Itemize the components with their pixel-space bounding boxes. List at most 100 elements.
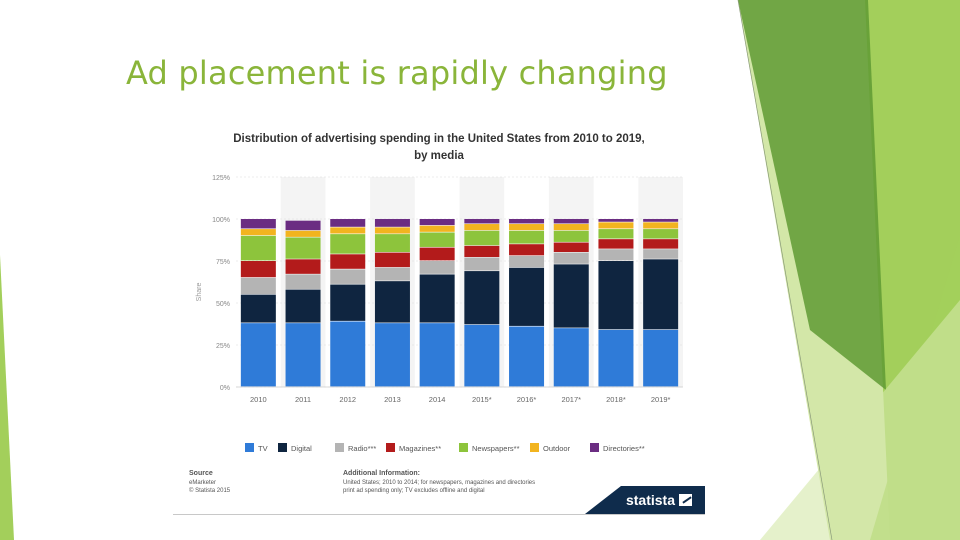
y-tick-label: 0%	[220, 385, 230, 392]
legend-label: TV	[258, 444, 268, 453]
source-line-2: © Statista 2015	[189, 488, 231, 494]
source-line-1: eMarketer	[189, 480, 217, 486]
y-tick-label: 100%	[212, 217, 230, 224]
statista-logo-icon	[679, 494, 692, 506]
legend-item-radio: Radio***	[335, 443, 376, 453]
bar-segment-directories	[285, 220, 321, 231]
bar-segment-magazines	[285, 259, 321, 274]
bar-segment-magazines	[240, 261, 276, 278]
left-edge-shape	[0, 255, 14, 540]
legend-item-outdoor: Outdoor	[530, 443, 571, 453]
bar-segment-digital	[509, 267, 545, 326]
y-axis-label: Share	[196, 283, 203, 302]
legend-swatch	[459, 443, 468, 452]
bar-segment-radio	[464, 257, 500, 271]
bar-segment-outdoor	[464, 224, 500, 231]
legend-label: Outdoor	[543, 444, 571, 453]
bar-segment-magazines	[598, 239, 634, 249]
bar-segment-tv	[553, 328, 589, 387]
bar-segment-outdoor	[285, 230, 321, 237]
right-panel-dark-shape	[738, 0, 886, 390]
x-tick-label: 2016*	[517, 395, 537, 404]
x-tick-label: 2019*	[651, 395, 671, 404]
bar-segment-digital	[419, 274, 455, 323]
bar-segment-radio	[643, 249, 679, 259]
bar-segment-outdoor	[643, 222, 679, 229]
bar-segment-outdoor	[598, 222, 634, 229]
bar-segment-tv	[240, 323, 276, 387]
bar-segment-radio	[509, 255, 545, 268]
bar-segment-directories	[374, 219, 410, 227]
x-tick-label: 2010	[250, 395, 267, 404]
bar-segment-newspapers	[285, 237, 321, 259]
legend-label: Radio***	[348, 444, 376, 453]
x-tick-label: 2014	[429, 395, 446, 404]
bar-segment-digital	[374, 281, 410, 323]
bar-segment-newspapers	[509, 230, 545, 244]
bar-segment-magazines	[330, 254, 366, 269]
bar-segment-magazines	[374, 252, 410, 268]
additional-info-heading: Additional Information:	[343, 470, 420, 477]
slide-title: Ad placement is rapidly changing	[126, 54, 668, 92]
bar-segment-radio	[598, 249, 634, 261]
legend-label: Magazines**	[399, 444, 441, 453]
legend-swatch	[335, 443, 344, 452]
bar-segment-magazines	[643, 239, 679, 249]
x-tick-label: 2017*	[561, 395, 581, 404]
stacked-bar-chart: 0% 25% 50% 75% 100% 125% Share 2010 2011 2012 2013…	[196, 175, 683, 453]
bar-segment-newspapers	[240, 235, 276, 261]
bar-segment-tv	[285, 323, 321, 387]
legend-item-digital: Digital	[278, 443, 312, 453]
bar-segment-tv	[464, 324, 500, 387]
legend-swatch	[590, 443, 599, 452]
bar-segment-radio	[285, 274, 321, 289]
bar-segment-newspapers	[374, 234, 410, 252]
bar-segment-digital	[598, 261, 634, 330]
bar-segment-tv	[330, 321, 366, 387]
x-tick-label: 2018*	[606, 395, 626, 404]
bar-segment-radio	[419, 261, 455, 274]
chart-title-line-1: Distribution of advertising spending in …	[233, 133, 645, 145]
legend-swatch	[245, 443, 254, 452]
statista-logo-text[interactable]: statista	[625, 492, 675, 508]
bar-segment-magazines	[509, 244, 545, 256]
bar-segment-outdoor	[509, 224, 545, 231]
bar-segment-radio	[330, 269, 366, 284]
chart-card: Distribution of advertising spending in …	[173, 119, 705, 515]
bar-segment-directories	[330, 219, 366, 227]
y-tick-label: 25%	[216, 343, 230, 350]
chart-title-line-2: by media	[414, 150, 464, 162]
bar-segment-radio	[553, 252, 589, 264]
bar-segment-magazines	[419, 247, 455, 261]
bar-segment-tv	[598, 329, 634, 387]
additional-info-line-2: print ad spending only; TV excludes offl…	[343, 488, 485, 494]
bar-segment-tv	[643, 329, 679, 387]
additional-info-line-1: United States; 2010 to 2014; for newspap…	[343, 480, 536, 486]
legend-item-magazines: Magazines**	[386, 443, 441, 453]
right-panel-overlay-shape	[760, 300, 960, 540]
legend-item-newspapers: Newspapers**	[459, 443, 520, 453]
legend-item-tv: TV	[245, 443, 268, 453]
bar-segment-tv	[374, 323, 410, 387]
bar-segment-directories	[464, 219, 500, 224]
bar-segment-directories	[419, 219, 455, 226]
bar-segment-digital	[553, 264, 589, 328]
bar-segment-newspapers	[464, 230, 500, 246]
legend-label: Directories**	[603, 444, 645, 453]
legend-swatch	[530, 443, 539, 452]
bar-segment-newspapers	[553, 230, 589, 242]
bar-segment-newspapers	[598, 229, 634, 239]
bar-segment-digital	[464, 271, 500, 325]
bar-segment-directories	[598, 219, 634, 222]
bar-segment-newspapers	[643, 229, 679, 239]
bar-segment-directories	[553, 219, 589, 224]
bar-segment-radio	[374, 267, 410, 281]
source-heading: Source	[189, 470, 213, 477]
bar-segment-outdoor	[374, 227, 410, 234]
bar-segment-newspapers	[330, 234, 366, 254]
bar-segment-tv	[509, 326, 545, 387]
bar-segment-directories	[240, 219, 276, 229]
legend-item-directories: Directories**	[590, 443, 645, 453]
bar-segment-outdoor	[330, 227, 366, 234]
